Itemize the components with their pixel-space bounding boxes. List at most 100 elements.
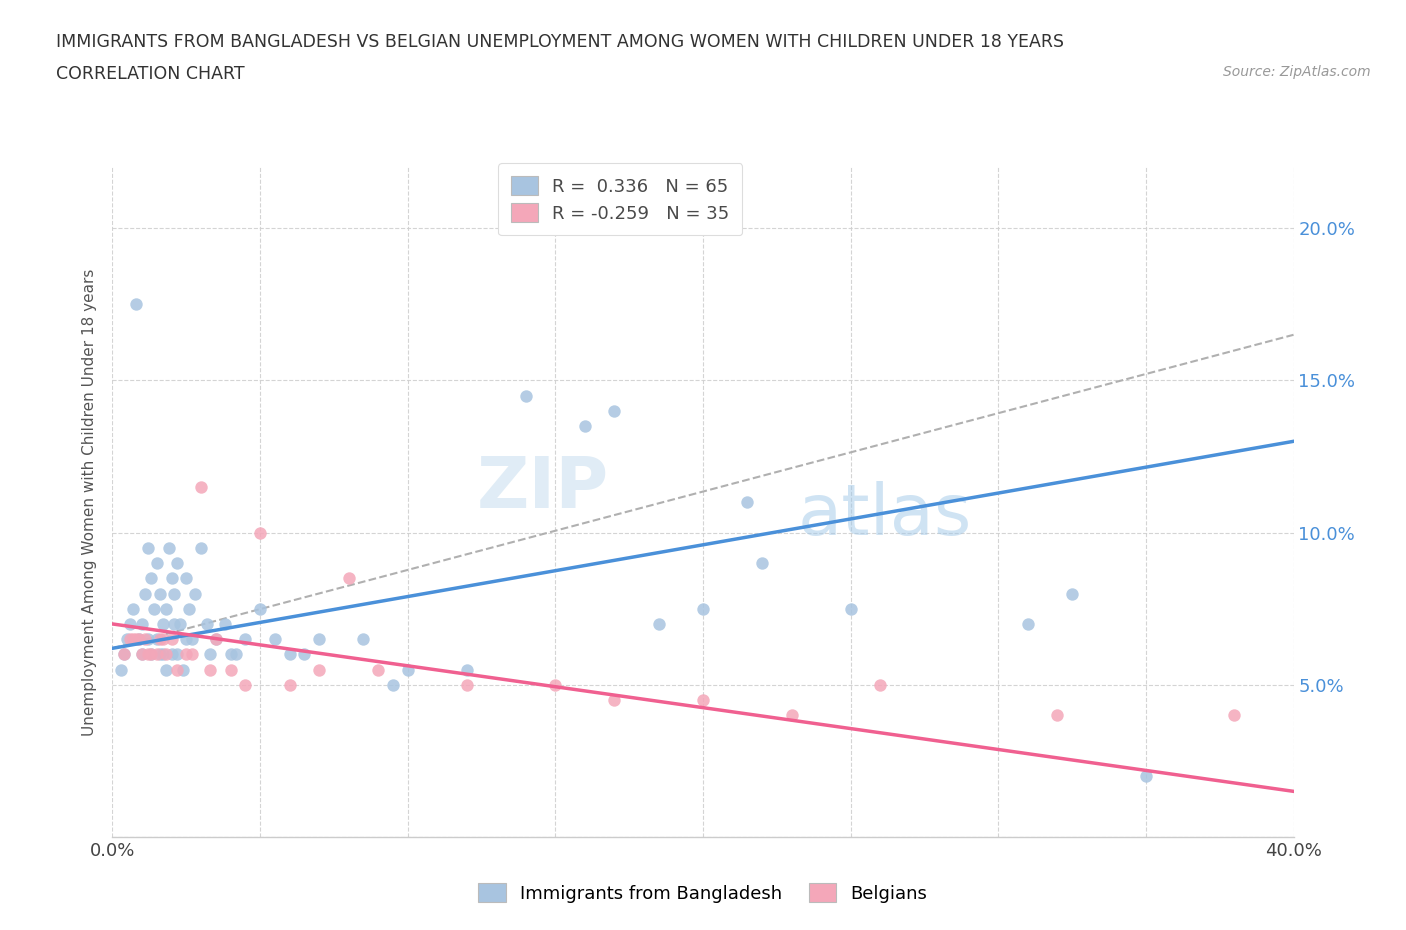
Point — [134, 631, 156, 646]
Point — [125, 631, 148, 646]
Point — [172, 662, 194, 677]
Point — [152, 617, 174, 631]
Point — [174, 631, 197, 646]
Point — [1062, 586, 1084, 601]
Point — [214, 617, 236, 631]
Point — [396, 662, 419, 677]
Point — [117, 631, 138, 646]
Point — [278, 677, 301, 692]
Text: CORRELATION CHART: CORRELATION CHART — [56, 65, 245, 83]
Point — [219, 647, 242, 662]
Point — [780, 708, 803, 723]
Point — [603, 693, 626, 708]
Point — [166, 662, 188, 677]
Point — [352, 631, 374, 646]
Point — [136, 540, 159, 555]
Point — [128, 631, 150, 646]
Point — [110, 662, 132, 677]
Point — [112, 647, 135, 662]
Point — [139, 571, 162, 586]
Point — [136, 647, 159, 662]
Point — [152, 647, 174, 662]
Point — [163, 586, 186, 601]
Point — [139, 647, 162, 662]
Point — [456, 677, 478, 692]
Point — [120, 631, 142, 646]
Point — [179, 602, 201, 617]
Text: ZIP: ZIP — [477, 455, 609, 524]
Point — [120, 617, 142, 631]
Point — [337, 571, 360, 586]
Point — [131, 617, 153, 631]
Point — [160, 631, 183, 646]
Point — [205, 631, 228, 646]
Point — [544, 677, 567, 692]
Point — [367, 662, 389, 677]
Point — [131, 647, 153, 662]
Point — [146, 555, 169, 570]
Point — [751, 555, 773, 570]
Point — [160, 647, 183, 662]
Point — [174, 571, 197, 586]
Point — [125, 297, 148, 312]
Point — [292, 647, 315, 662]
Point — [134, 586, 156, 601]
Point — [278, 647, 301, 662]
Point — [160, 571, 183, 586]
Point — [456, 662, 478, 677]
Point — [603, 404, 626, 418]
Text: Source: ZipAtlas.com: Source: ZipAtlas.com — [1223, 65, 1371, 79]
Point — [264, 631, 287, 646]
Point — [198, 662, 221, 677]
Point — [155, 662, 177, 677]
Point — [142, 602, 165, 617]
Point — [190, 540, 212, 555]
Point — [205, 631, 228, 646]
Point — [839, 602, 862, 617]
Legend: R =  0.336   N = 65, R = -0.259   N = 35: R = 0.336 N = 65, R = -0.259 N = 35 — [498, 163, 742, 235]
Point — [692, 693, 714, 708]
Point — [136, 631, 159, 646]
Point — [1223, 708, 1246, 723]
Point — [382, 677, 405, 692]
Point — [155, 602, 177, 617]
Point — [737, 495, 759, 510]
Point — [157, 540, 180, 555]
Y-axis label: Unemployment Among Women with Children Under 18 years: Unemployment Among Women with Children U… — [82, 269, 97, 736]
Point — [308, 662, 330, 677]
Point — [692, 602, 714, 617]
Point — [249, 602, 271, 617]
Point — [195, 617, 218, 631]
Point — [122, 602, 145, 617]
Point — [131, 647, 153, 662]
Point — [112, 647, 135, 662]
Point — [181, 631, 204, 646]
Point — [184, 586, 207, 601]
Text: IMMIGRANTS FROM BANGLADESH VS BELGIAN UNEMPLOYMENT AMONG WOMEN WITH CHILDREN UND: IMMIGRANTS FROM BANGLADESH VS BELGIAN UN… — [56, 33, 1064, 50]
Point — [146, 647, 169, 662]
Point — [149, 647, 172, 662]
Point — [152, 631, 174, 646]
Point — [146, 631, 169, 646]
Point — [647, 617, 671, 631]
Point — [163, 617, 186, 631]
Point — [166, 555, 188, 570]
Point — [308, 631, 330, 646]
Legend: Immigrants from Bangladesh, Belgians: Immigrants from Bangladesh, Belgians — [470, 873, 936, 911]
Point — [198, 647, 221, 662]
Point — [169, 617, 191, 631]
Point — [249, 525, 271, 540]
Point — [174, 647, 197, 662]
Point — [166, 647, 188, 662]
Point — [225, 647, 247, 662]
Point — [181, 647, 204, 662]
Point — [574, 418, 596, 433]
Point — [122, 631, 145, 646]
Point — [190, 480, 212, 495]
Point — [149, 631, 172, 646]
Point — [233, 677, 256, 692]
Point — [1046, 708, 1069, 723]
Text: atlas: atlas — [797, 481, 972, 550]
Point — [155, 647, 177, 662]
Point — [128, 631, 150, 646]
